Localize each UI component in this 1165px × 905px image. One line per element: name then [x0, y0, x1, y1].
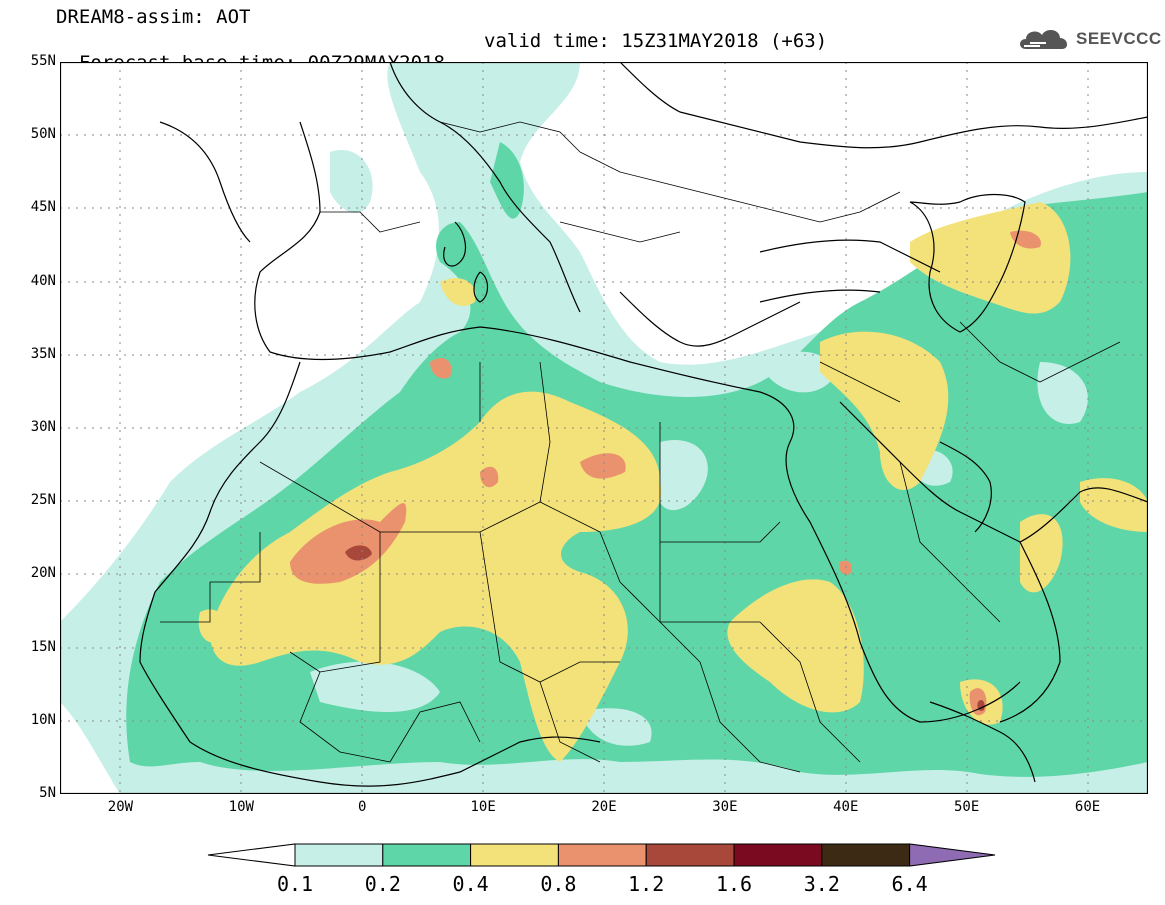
lon-tick-label: 10W [228, 799, 254, 815]
lat-tick-label: 45N [30, 199, 56, 216]
colorbar-segment [557, 843, 647, 867]
colorbar-level-label: 0.2 [364, 872, 401, 896]
lon-tick-label: 0 [358, 799, 367, 815]
colorbar-segment [382, 843, 472, 867]
lat-tick-label: 10N [30, 711, 56, 728]
lat-tick-label: 40N [30, 272, 56, 289]
colorbar-segment [294, 843, 384, 867]
seevccc-logo: SEEVCCC [1016, 24, 1162, 54]
colorbar-under-arrow [207, 843, 296, 867]
lat-tick-label: 30N [30, 419, 56, 435]
aot-field-0.1-holes [310, 351, 1088, 746]
colorbar-level-label: 6.4 [891, 872, 928, 896]
colorbar-segment [821, 843, 911, 867]
aot-map [60, 62, 1148, 794]
colorbar-segment [645, 843, 735, 867]
map-frame [60, 62, 1148, 794]
lat-tick-label: 5N [39, 785, 56, 801]
aot-field-0.8 [290, 230, 1041, 716]
map-graticule [60, 62, 1148, 794]
colorbar-level-label: 0.8 [540, 872, 577, 896]
colorbar-level-label: 3.2 [803, 872, 840, 896]
lon-tick-label: 40E [833, 799, 859, 815]
colorbar-level-label: 1.6 [715, 872, 753, 896]
lon-tick-label: 20E [591, 799, 617, 815]
lon-tick-label: 20W [107, 799, 134, 815]
colorbar-segment [470, 843, 559, 867]
chart-title: DREAM8-assim: AOT [56, 6, 251, 28]
colorbar-over-arrow [909, 843, 996, 867]
colorbar-level-label: 1.2 [628, 872, 665, 896]
lon-tick-label: 50E [954, 799, 980, 815]
lat-tick-label: 50N [30, 126, 56, 143]
country-borders [160, 121, 1121, 773]
lat-tick-label: 20N [30, 565, 56, 582]
cloud-icon [1020, 29, 1068, 49]
lat-tick-label: 25N [30, 492, 56, 509]
coastlines [139, 62, 1148, 787]
lon-tick-label: 30E [712, 799, 738, 815]
colorbar-segment [733, 843, 823, 867]
colorbar-level-label: 0.1 [276, 872, 314, 896]
colorbar-level-label: 0.4 [452, 872, 489, 896]
lon-tick-label: 10E [470, 799, 496, 815]
logo-label: SEEVCCC [1076, 29, 1162, 48]
lat-tick-label: 15N [30, 638, 56, 655]
lat-tick-label: 55N [30, 53, 56, 69]
aot-field-0.4 [198, 202, 1148, 762]
lon-tick-label: 60E [1074, 799, 1101, 815]
valid-time-text: valid time: 15Z31MAY2018 (+63) [484, 30, 828, 52]
lat-tick-label: 35N [30, 345, 56, 362]
